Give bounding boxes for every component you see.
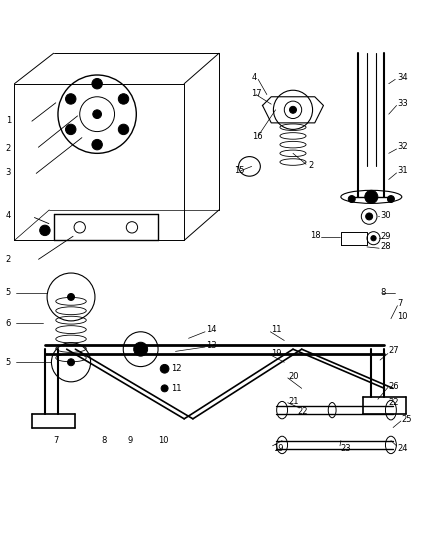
Text: 5: 5: [6, 288, 11, 297]
Circle shape: [118, 124, 129, 135]
Circle shape: [93, 110, 102, 118]
Text: 29: 29: [380, 232, 391, 241]
Circle shape: [388, 196, 394, 203]
Text: 11: 11: [271, 325, 282, 334]
Circle shape: [160, 365, 169, 373]
Text: 31: 31: [397, 166, 408, 175]
Circle shape: [368, 196, 375, 203]
Text: 21: 21: [289, 397, 299, 406]
Text: 20: 20: [289, 372, 299, 381]
Circle shape: [134, 342, 148, 356]
Text: 13: 13: [206, 341, 216, 350]
Circle shape: [371, 236, 376, 241]
Text: 30: 30: [380, 211, 391, 220]
Text: 17: 17: [251, 89, 261, 98]
Text: 26: 26: [389, 382, 399, 391]
Text: 22: 22: [389, 398, 399, 407]
Text: 14: 14: [206, 325, 216, 334]
Text: 16: 16: [252, 132, 262, 141]
Text: 10: 10: [158, 436, 169, 445]
Circle shape: [366, 213, 373, 220]
Text: 2: 2: [308, 160, 314, 169]
Circle shape: [290, 107, 297, 114]
Text: 1: 1: [6, 116, 11, 125]
Text: 4: 4: [252, 72, 257, 82]
Text: 8: 8: [102, 436, 107, 445]
Text: 15: 15: [234, 166, 245, 175]
Text: 12: 12: [171, 364, 182, 373]
Text: 27: 27: [389, 346, 399, 355]
Circle shape: [67, 359, 74, 366]
Text: 19: 19: [271, 349, 282, 358]
Text: 5: 5: [6, 358, 11, 367]
Circle shape: [92, 78, 102, 89]
Circle shape: [348, 196, 355, 203]
Text: 7: 7: [397, 299, 403, 308]
Text: 34: 34: [397, 72, 408, 82]
Circle shape: [92, 140, 102, 150]
Circle shape: [161, 385, 168, 392]
Text: 33: 33: [397, 99, 408, 108]
Text: 22: 22: [297, 407, 308, 416]
Text: 24: 24: [397, 444, 408, 453]
Text: 19: 19: [273, 444, 284, 453]
Text: 23: 23: [341, 444, 351, 453]
Text: 18: 18: [311, 231, 321, 240]
Text: 7: 7: [53, 436, 59, 445]
Text: 8: 8: [380, 288, 385, 297]
Text: 4: 4: [6, 211, 11, 220]
Circle shape: [66, 94, 76, 104]
Text: 11: 11: [171, 384, 182, 393]
Text: 6: 6: [6, 319, 11, 328]
Text: 25: 25: [402, 415, 412, 424]
Text: 2: 2: [6, 144, 11, 154]
Circle shape: [66, 124, 76, 135]
Text: 28: 28: [380, 243, 391, 252]
Text: 2: 2: [6, 255, 11, 264]
Text: 10: 10: [397, 312, 408, 321]
Circle shape: [67, 294, 74, 301]
Circle shape: [365, 190, 378, 204]
Text: 32: 32: [397, 142, 408, 151]
Circle shape: [40, 225, 50, 236]
Text: 9: 9: [127, 436, 133, 445]
Text: 3: 3: [6, 168, 11, 177]
Circle shape: [118, 94, 129, 104]
